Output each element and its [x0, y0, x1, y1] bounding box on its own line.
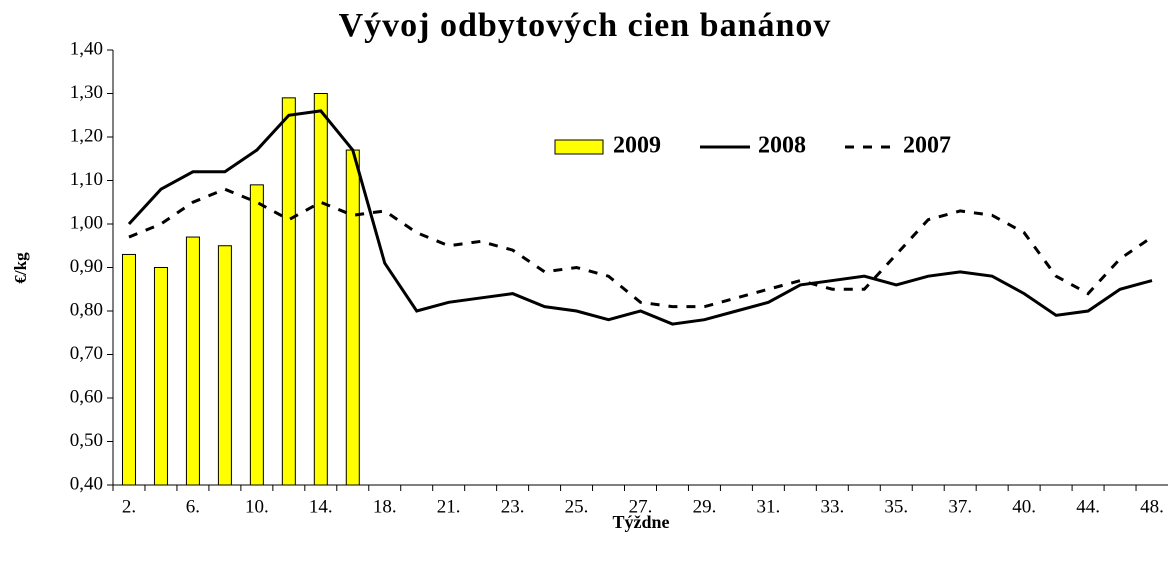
x-tick-label: 33. — [820, 496, 844, 517]
x-tick-label: 18. — [373, 496, 397, 517]
x-tick-label: 21. — [437, 496, 461, 517]
x-tick-label: 29. — [693, 496, 717, 517]
y-tick-label: 1,10 — [70, 169, 103, 190]
legend-label: 2009 — [613, 133, 661, 159]
x-tick-label: 35. — [884, 496, 908, 517]
x-tick-label: 23. — [501, 496, 525, 517]
x-tick-label: 25. — [565, 496, 589, 517]
y-axis-label: €/kg — [11, 252, 30, 284]
legend-label: 2008 — [758, 133, 806, 159]
legend-label: 2007 — [903, 133, 951, 159]
legend-swatch — [554, 139, 604, 155]
y-tick-label: 0,40 — [70, 473, 103, 494]
x-tick-label: 6. — [186, 496, 200, 517]
y-tick-label: 1,30 — [70, 82, 103, 103]
bar — [185, 236, 200, 486]
x-tick-label: 48. — [1140, 496, 1164, 517]
bar — [345, 149, 360, 486]
y-tick-label: 0,70 — [70, 343, 103, 364]
y-tick-label: 1,00 — [70, 212, 103, 233]
x-tick-label: 2. — [122, 496, 136, 517]
y-tick-label: 1,40 — [70, 38, 103, 59]
line — [128, 187, 1153, 309]
chart-title: Vývoj odbytových cien banánov — [339, 7, 832, 44]
bar — [217, 245, 232, 486]
bar — [281, 97, 296, 486]
x-axis-label: Týždne — [612, 512, 669, 532]
x-tick-label: 44. — [1076, 496, 1100, 517]
x-tick-label: 37. — [948, 496, 972, 517]
x-tick-label: 40. — [1012, 496, 1036, 517]
line — [127, 109, 1153, 326]
bar — [249, 184, 264, 486]
bar — [121, 253, 136, 486]
x-tick-label: 14. — [309, 496, 333, 517]
bar — [153, 267, 168, 486]
y-tick-label: 0,80 — [70, 299, 103, 320]
y-tick-label: 1,20 — [70, 125, 103, 146]
x-tick-label: 27. — [629, 496, 653, 517]
bar — [313, 93, 328, 486]
x-tick-label: 10. — [245, 496, 269, 517]
y-tick-label: 0,90 — [70, 256, 103, 277]
x-tick-label: 31. — [757, 496, 781, 517]
y-tick-label: 0,50 — [70, 430, 103, 451]
y-tick-label: 0,60 — [70, 386, 103, 407]
